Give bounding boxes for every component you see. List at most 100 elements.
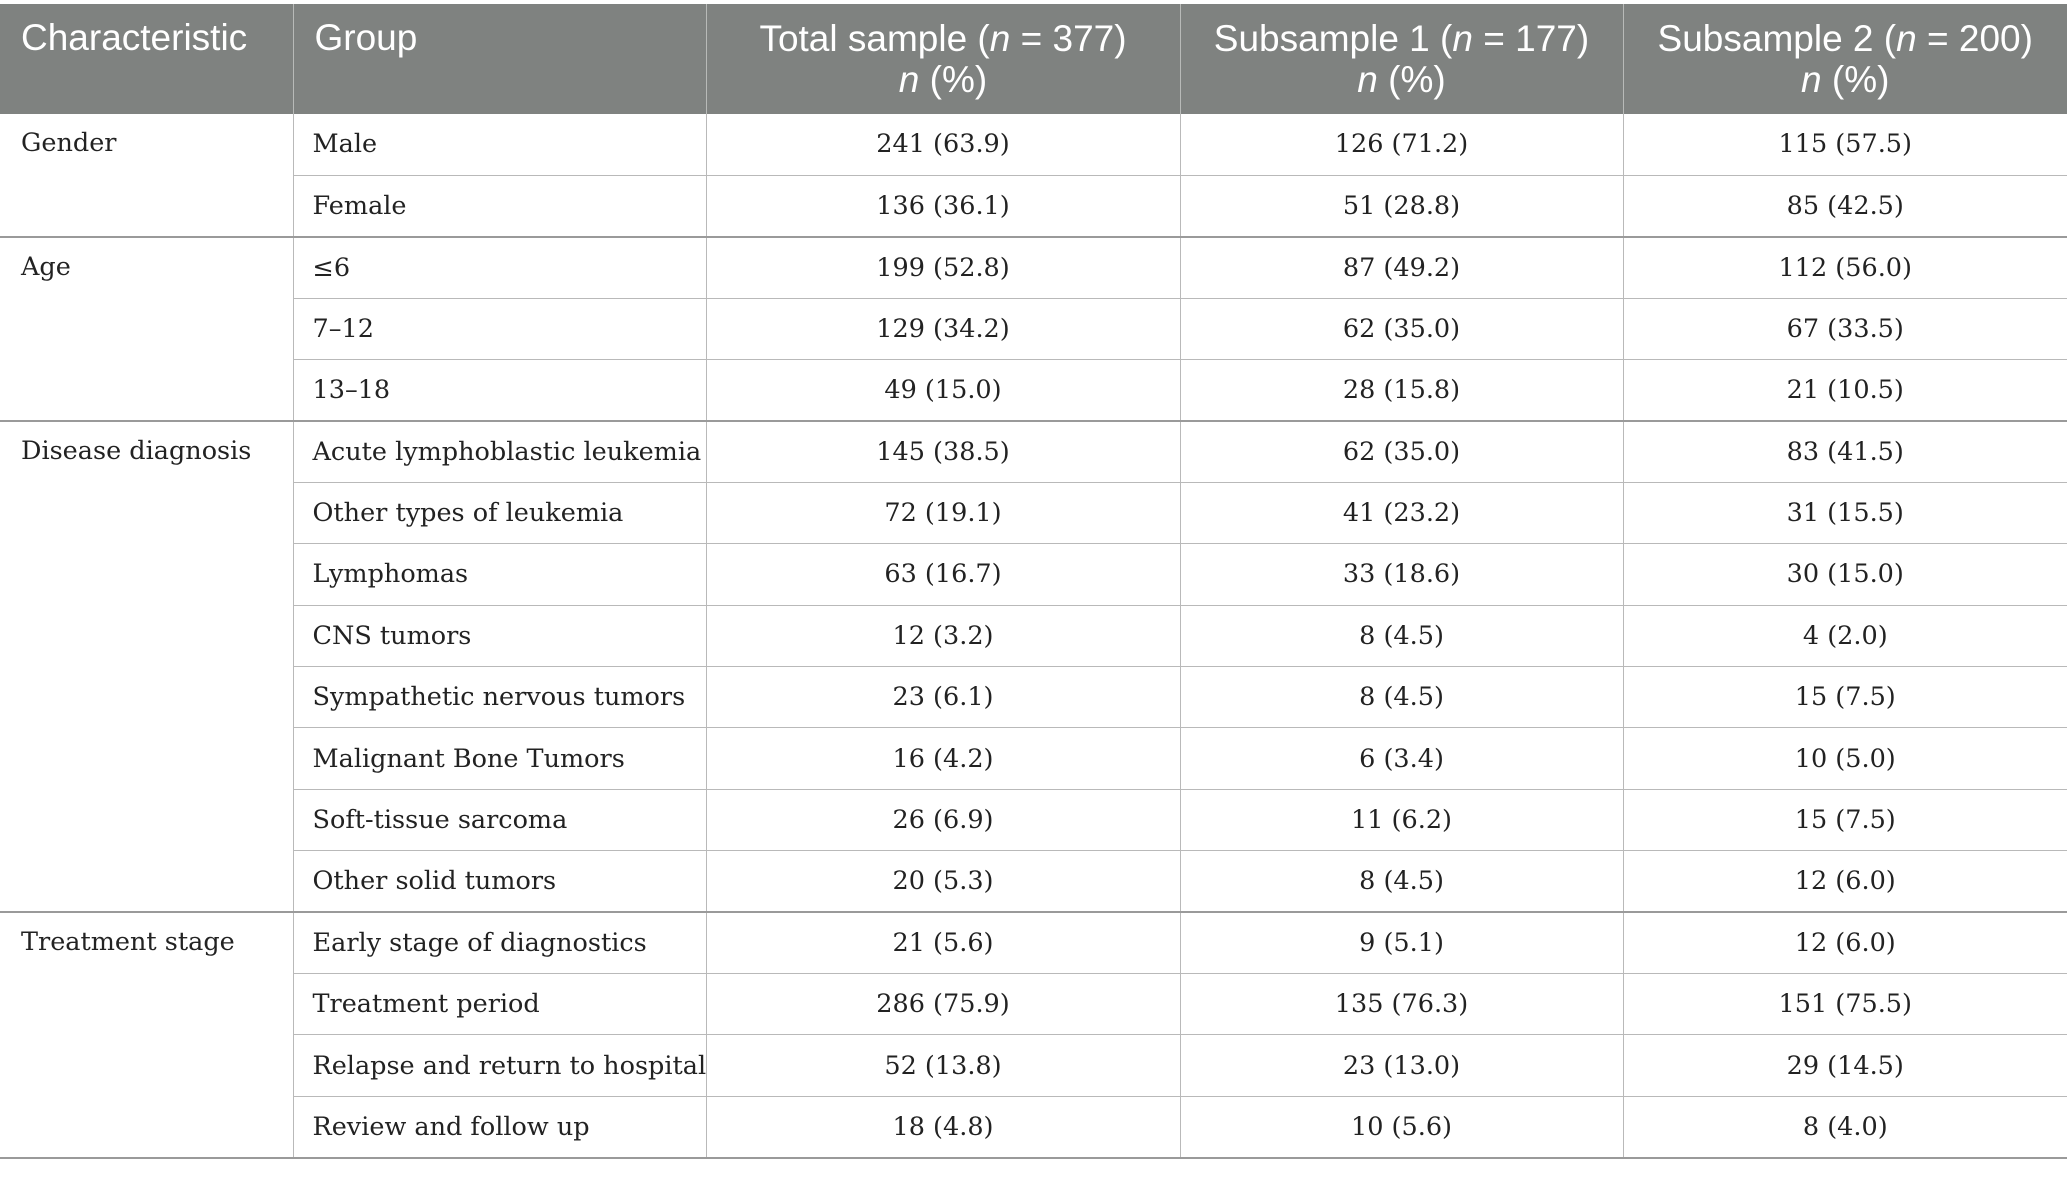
subsample-2-cell: 112 (56.0) <box>1622 236 2067 299</box>
total-sample-cell: 145 (38.5) <box>705 420 1181 483</box>
subsample-1-cell: 8 (4.5) <box>1179 666 1624 729</box>
group-cell: Relapse and return to hospital <box>292 1034 707 1097</box>
total-sample-cell: 21 (5.6) <box>705 912 1181 974</box>
total-sample-cell: 52 (13.8) <box>705 1034 1181 1097</box>
table-row: Disease diagnosis Acute lymphoblastic leu… <box>0 420 2067 914</box>
header-sub2-n: n <box>1896 18 1917 59</box>
subsample-1-cell: 135 (76.3) <box>1179 973 1624 1036</box>
header-subsample-1: Subsample 1 (n = 177) n (%) <box>1179 4 1623 114</box>
total-sample-cell: 129 (34.2) <box>705 298 1181 361</box>
total-sample-cell: 16 (4.2) <box>705 727 1181 790</box>
table-row: Gender Male 241 (63.9) 126 (71.2) 115 (57.5) <box>0 114 2067 238</box>
group-cell: Early stage of diagnostics <box>292 912 707 974</box>
table-row: Sympathetic nervous tumors 23 (6.1) 8 (4.5… <box>0 666 2067 729</box>
header-total-count: = 377) <box>1010 18 1127 59</box>
subsample-1-cell: 28 (15.8) <box>1179 359 1624 422</box>
total-sample-cell: 26 (6.9) <box>705 789 1181 852</box>
header-sub2-count: = 200) <box>1916 18 2033 59</box>
group-cell: Soft-tissue sarcoma <box>292 789 707 852</box>
total-sample-cell: 12 (3.2) <box>705 605 1181 668</box>
subsample-1-cell: 9 (5.1) <box>1179 912 1624 974</box>
subsample-2-cell: 12 (6.0) <box>1622 912 2067 974</box>
subsample-2-cell: 10 (5.0) <box>1622 727 2067 790</box>
header-sub1-count: = 177) <box>1472 18 1590 59</box>
header-sub2-label: Subsample 2 ( <box>1657 18 1897 59</box>
total-sample-cell: 18 (4.8) <box>705 1096 1181 1159</box>
total-sample-cell: 286 (75.9) <box>705 973 1181 1036</box>
group-cell: CNS tumors <box>292 605 707 668</box>
header-total-n: n <box>989 18 1011 59</box>
table-row: Other solid tumors 20 (5.3) 8 (4.5) 12 (6.0… <box>0 850 2067 914</box>
total-sample-cell: 23 (6.1) <box>705 666 1181 729</box>
total-sample-cell: 241 (63.9) <box>705 114 1181 176</box>
subsample-2-cell: 29 (14.5) <box>1622 1034 2067 1097</box>
header-sub2-sub-rest: (%) <box>1821 59 1890 100</box>
total-sample-cell: 63 (16.7) <box>705 543 1181 606</box>
subsample-1-cell: 23 (13.0) <box>1179 1034 1624 1097</box>
subsample-1-cell: 62 (35.0) <box>1179 298 1624 361</box>
group-cell: ≤6 <box>292 236 707 299</box>
table-row: Malignant Bone Tumors 16 (4.2) 6 (3.4) 10 (… <box>0 727 2067 790</box>
group-cell: Other solid tumors <box>292 850 707 914</box>
subsample-2-cell: 83 (41.5) <box>1622 420 2067 483</box>
subsample-2-cell: 15 (7.5) <box>1622 666 2067 729</box>
subsample-1-cell: 51 (28.8) <box>1179 175 1624 238</box>
subsample-2-cell: 115 (57.5) <box>1622 114 2067 176</box>
table-row: Review and follow up 18 (4.8) 10 (5.6) 8 (4… <box>0 1096 2067 1159</box>
characteristic-cell: Treatment stage <box>0 912 294 1159</box>
table-row: Female 136 (36.1) 51 (28.8) 85 (42.5) <box>0 175 2067 238</box>
table-row: 13–18 49 (15.0) 28 (15.8) 21 (10.5) <box>0 359 2067 422</box>
subsample-2-cell: 67 (33.5) <box>1622 298 2067 361</box>
group-cell: Other types of leukemia <box>292 482 707 545</box>
header-sub1-label: Subsample 1 ( <box>1213 18 1453 59</box>
subsample-2-cell: 21 (10.5) <box>1622 359 2067 422</box>
group-cell: Review and follow up <box>292 1096 707 1159</box>
table-row: CNS tumors 12 (3.2) 8 (4.5) 4 (2.0) <box>0 605 2067 668</box>
header-total-sub-n: n <box>898 59 920 100</box>
table-row: 7–12 129 (34.2) 62 (35.0) 67 (33.5) <box>0 298 2067 361</box>
group-cell: 7–12 <box>292 298 707 361</box>
header-group: Group <box>292 4 706 114</box>
subsample-2-cell: 4 (2.0) <box>1622 605 2067 668</box>
subsample-1-cell: 6 (3.4) <box>1179 727 1624 790</box>
header-sub1-n: n <box>1452 18 1473 59</box>
subsample-1-cell: 87 (49.2) <box>1179 236 1624 299</box>
header-total-label: Total sample ( <box>759 18 990 59</box>
characteristics-table: Characteristic Group Total sample (n = 3… <box>0 4 2067 1159</box>
subsample-1-cell: 8 (4.5) <box>1179 605 1624 668</box>
table-header: Characteristic Group Total sample (n = 3… <box>0 4 2067 114</box>
characteristic-cell: Gender <box>0 114 294 238</box>
header-total-sample: Total sample (n = 377) n (%) <box>705 4 1180 114</box>
subsample-1-cell: 62 (35.0) <box>1179 420 1624 483</box>
total-sample-cell: 49 (15.0) <box>705 359 1181 422</box>
subsample-2-cell: 85 (42.5) <box>1622 175 2067 238</box>
table-row: Other types of leukemia 72 (19.1) 41 (23.2… <box>0 482 2067 545</box>
subsample-2-cell: 31 (15.5) <box>1622 482 2067 545</box>
header-total-sub-rest: (%) <box>919 59 988 100</box>
group-cell: Female <box>292 175 707 238</box>
header-subsample-2: Subsample 2 (n = 200) n (%) <box>1622 4 2067 114</box>
group-cell: Treatment period <box>292 973 707 1036</box>
subsample-1-cell: 8 (4.5) <box>1179 850 1624 914</box>
subsample-2-cell: 30 (15.0) <box>1622 543 2067 606</box>
header-row: Characteristic Group Total sample (n = 3… <box>0 4 2067 114</box>
header-characteristic: Characteristic <box>0 4 293 114</box>
subsample-1-cell: 126 (71.2) <box>1179 114 1624 176</box>
group-cell: Male <box>292 114 707 176</box>
group-cell: Lymphomas <box>292 543 707 606</box>
header-sub1-sub-rest: (%) <box>1377 59 1446 100</box>
group-cell: Sympathetic nervous tumors <box>292 666 707 729</box>
subsample-1-cell: 10 (5.6) <box>1179 1096 1624 1159</box>
subsample-2-cell: 151 (75.5) <box>1622 973 2067 1036</box>
subsample-1-cell: 11 (6.2) <box>1179 789 1624 852</box>
header-sub2-sub-n: n <box>1801 59 1822 100</box>
table-row: Treatment period 286 (75.9) 135 (76.3) 151 … <box>0 973 2067 1036</box>
characteristic-cell: Disease diagnosis <box>0 420 294 914</box>
table-body: Gender Male 241 (63.9) 126 (71.2) 115 (57.5)… <box>0 114 2067 1159</box>
group-cell: Malignant Bone Tumors <box>292 727 707 790</box>
subsample-1-cell: 41 (23.2) <box>1179 482 1624 545</box>
subsample-2-cell: 12 (6.0) <box>1622 850 2067 914</box>
total-sample-cell: 20 (5.3) <box>705 850 1181 914</box>
table-row: Relapse and return to hospital 52 (13.8) 2… <box>0 1034 2067 1097</box>
group-cell: Acute lymphoblastic leukemia <box>292 420 707 483</box>
